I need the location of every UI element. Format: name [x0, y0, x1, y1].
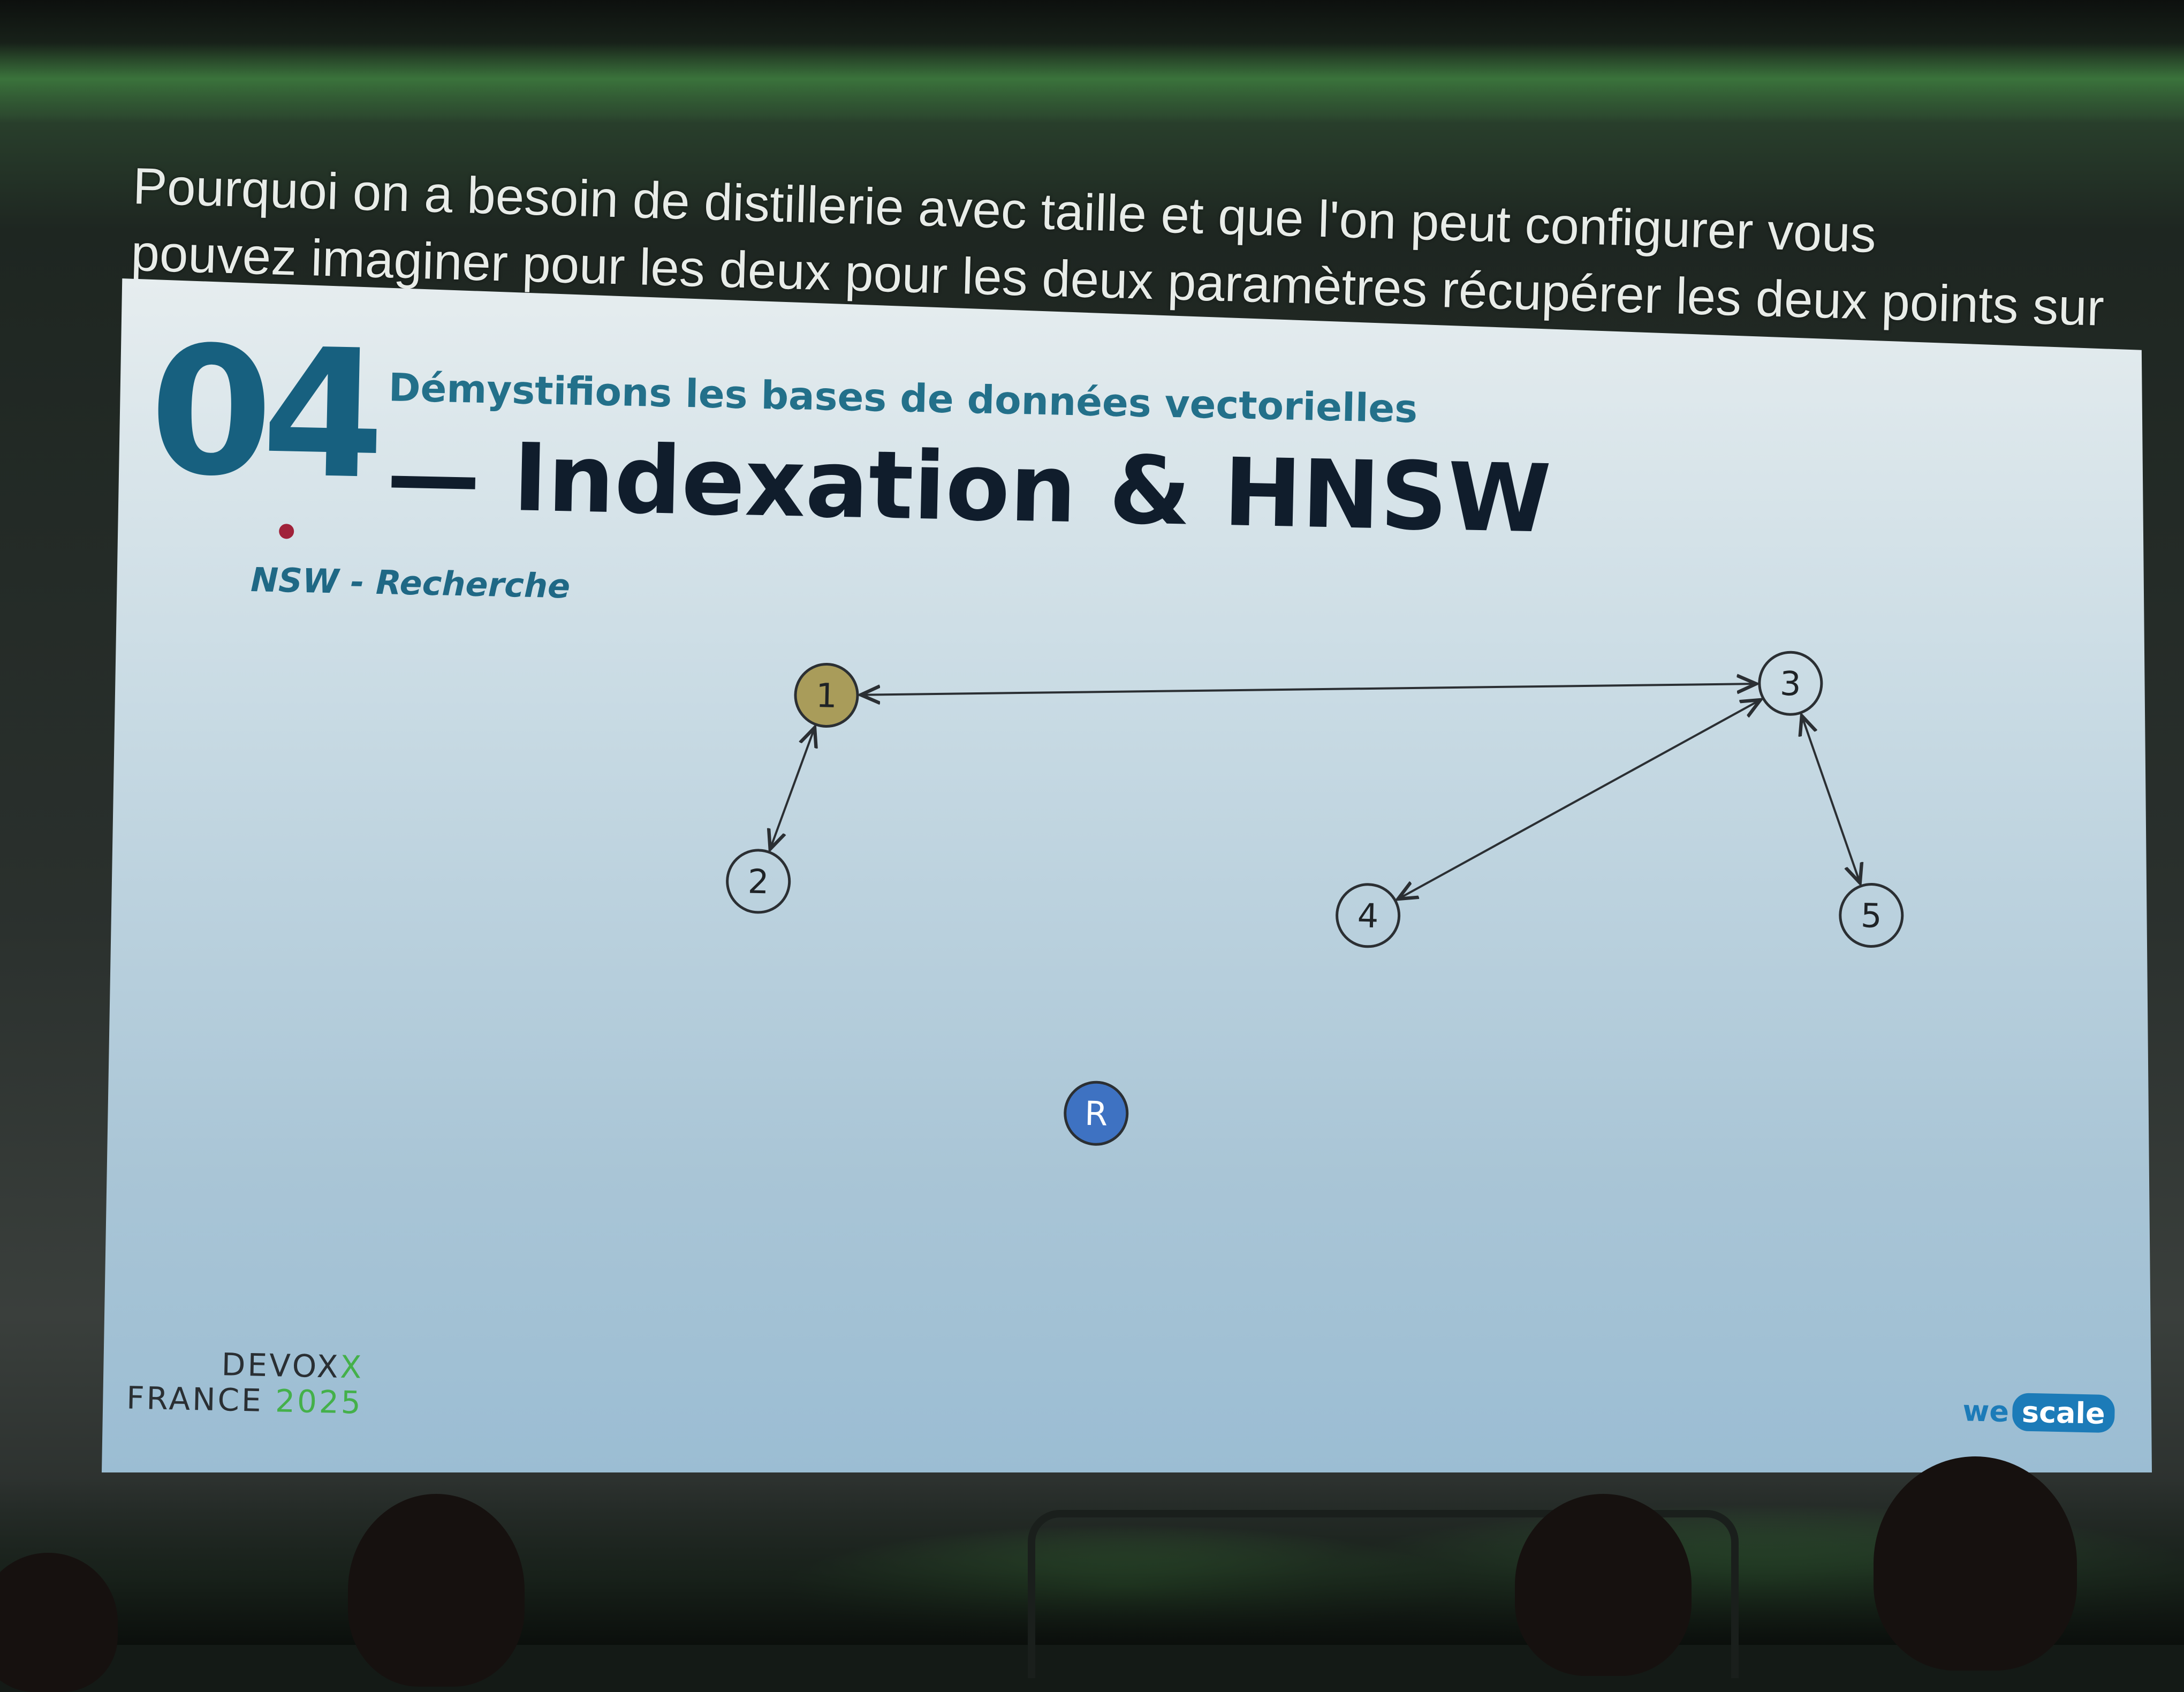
devoxx-logo-word: DEVOX [221, 1346, 341, 1385]
devoxx-logo-x: X [339, 1348, 364, 1386]
edge-1-2 [770, 727, 815, 850]
edge-3-4 [1398, 692, 1761, 907]
graph-node-circle [1758, 651, 1823, 716]
wescale-logo-we: we [1962, 1394, 2009, 1429]
graph-node-R: R [1064, 1081, 1129, 1146]
devoxx-logo-year: 2025 [275, 1383, 363, 1421]
edge-1-3 [861, 665, 1756, 714]
audience-head [1874, 1456, 2077, 1671]
graph-node-5: 5 [1839, 882, 1904, 948]
audience-head [1515, 1494, 1692, 1676]
devoxx-logo: DEVOXX FRANCE 2025 [126, 1344, 364, 1421]
graph-node-label: 3 [1779, 664, 1801, 704]
graph-nodes: 1 2 3 4 5 R [726, 651, 1904, 1146]
graph-node-4: 4 [1336, 883, 1401, 948]
graph-node-circle [1064, 1081, 1129, 1146]
graph-node-circle [794, 663, 859, 728]
nsw-graph: 1 2 3 4 5 R [279, 524, 1904, 1146]
wescale-logo: we scale [1962, 1393, 2115, 1433]
graph-node-label: 1 [815, 676, 837, 715]
graph-node-label: 4 [1357, 896, 1379, 935]
graph-node-label: 5 [1860, 896, 1882, 935]
graph-node-1: 1 [794, 663, 859, 728]
graph-node-3: 3 [1758, 651, 1823, 716]
stage-green-light [0, 43, 2184, 123]
slide: 04 Démystifions les bases de données vec… [102, 278, 2151, 1472]
graph-node-circle [726, 849, 791, 914]
devoxx-logo-country: FRANCE [126, 1379, 276, 1419]
wescale-logo-scale: scale [2012, 1393, 2115, 1433]
graph-node-circle [1839, 882, 1904, 948]
projection-screen: 04 Démystifions les bases de données vec… [102, 278, 2152, 1472]
edge-3-5 [1798, 716, 1863, 883]
graph-node-label: R [1084, 1094, 1108, 1134]
graph-node-2: 2 [726, 849, 791, 914]
graph-node-label: 2 [747, 862, 769, 902]
laser-pointer-dot [279, 524, 294, 539]
audience-head [348, 1494, 525, 1687]
graph-node-circle [1336, 883, 1401, 948]
graph-edges [769, 663, 1864, 909]
